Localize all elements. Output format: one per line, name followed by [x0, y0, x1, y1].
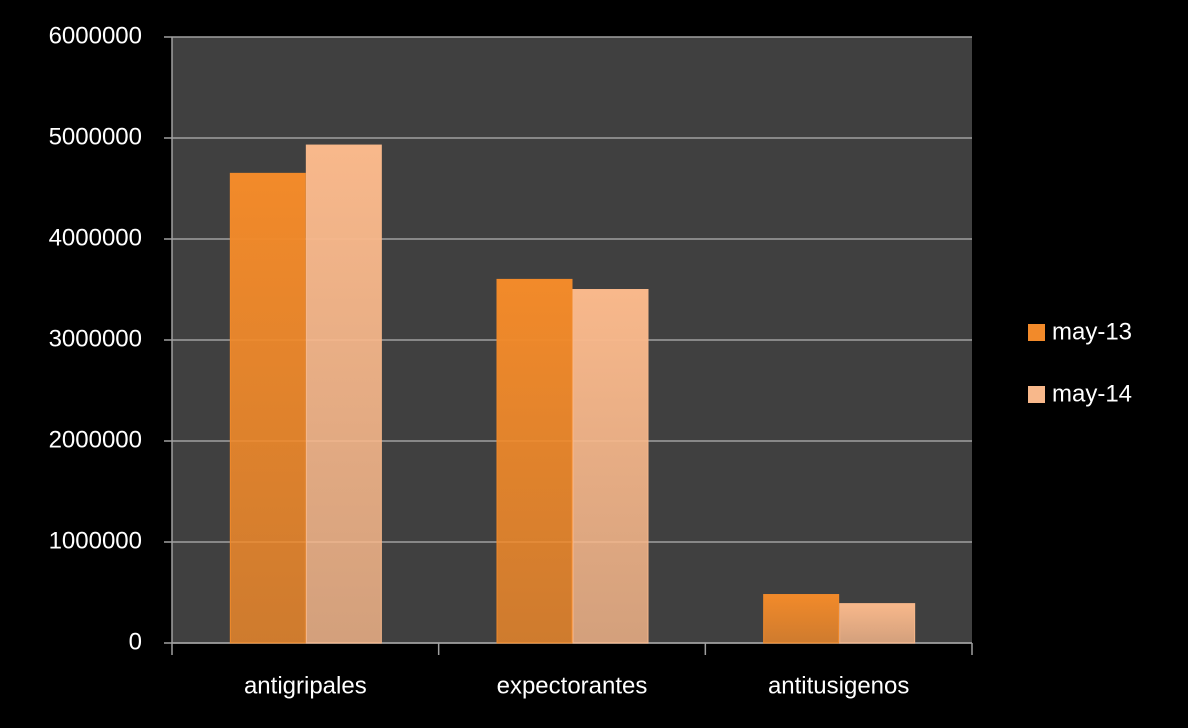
x-tick-label: antigripales: [244, 672, 367, 699]
y-tick-label: 2000000: [49, 426, 142, 453]
y-tick-label: 3000000: [49, 325, 142, 352]
y-tick-label: 0: [129, 628, 142, 655]
legend-label: may-14: [1052, 380, 1132, 407]
bar: [763, 594, 840, 644]
bar: [496, 278, 573, 644]
legend-swatch: [1028, 324, 1045, 341]
y-tick-label: 5000000: [49, 123, 142, 150]
bar: [229, 172, 306, 644]
y-tick-label: 1000000: [49, 527, 142, 554]
x-tick-label: expectorantes: [497, 672, 648, 699]
bar: [572, 289, 649, 644]
bar: [839, 603, 916, 644]
legend-swatch: [1028, 386, 1045, 403]
legend-label: may-13: [1052, 318, 1132, 345]
y-tick-label: 6000000: [49, 22, 142, 49]
y-tick-label: 4000000: [49, 224, 142, 251]
bar: [305, 144, 382, 644]
x-tick-label: antitusigenos: [768, 672, 909, 699]
